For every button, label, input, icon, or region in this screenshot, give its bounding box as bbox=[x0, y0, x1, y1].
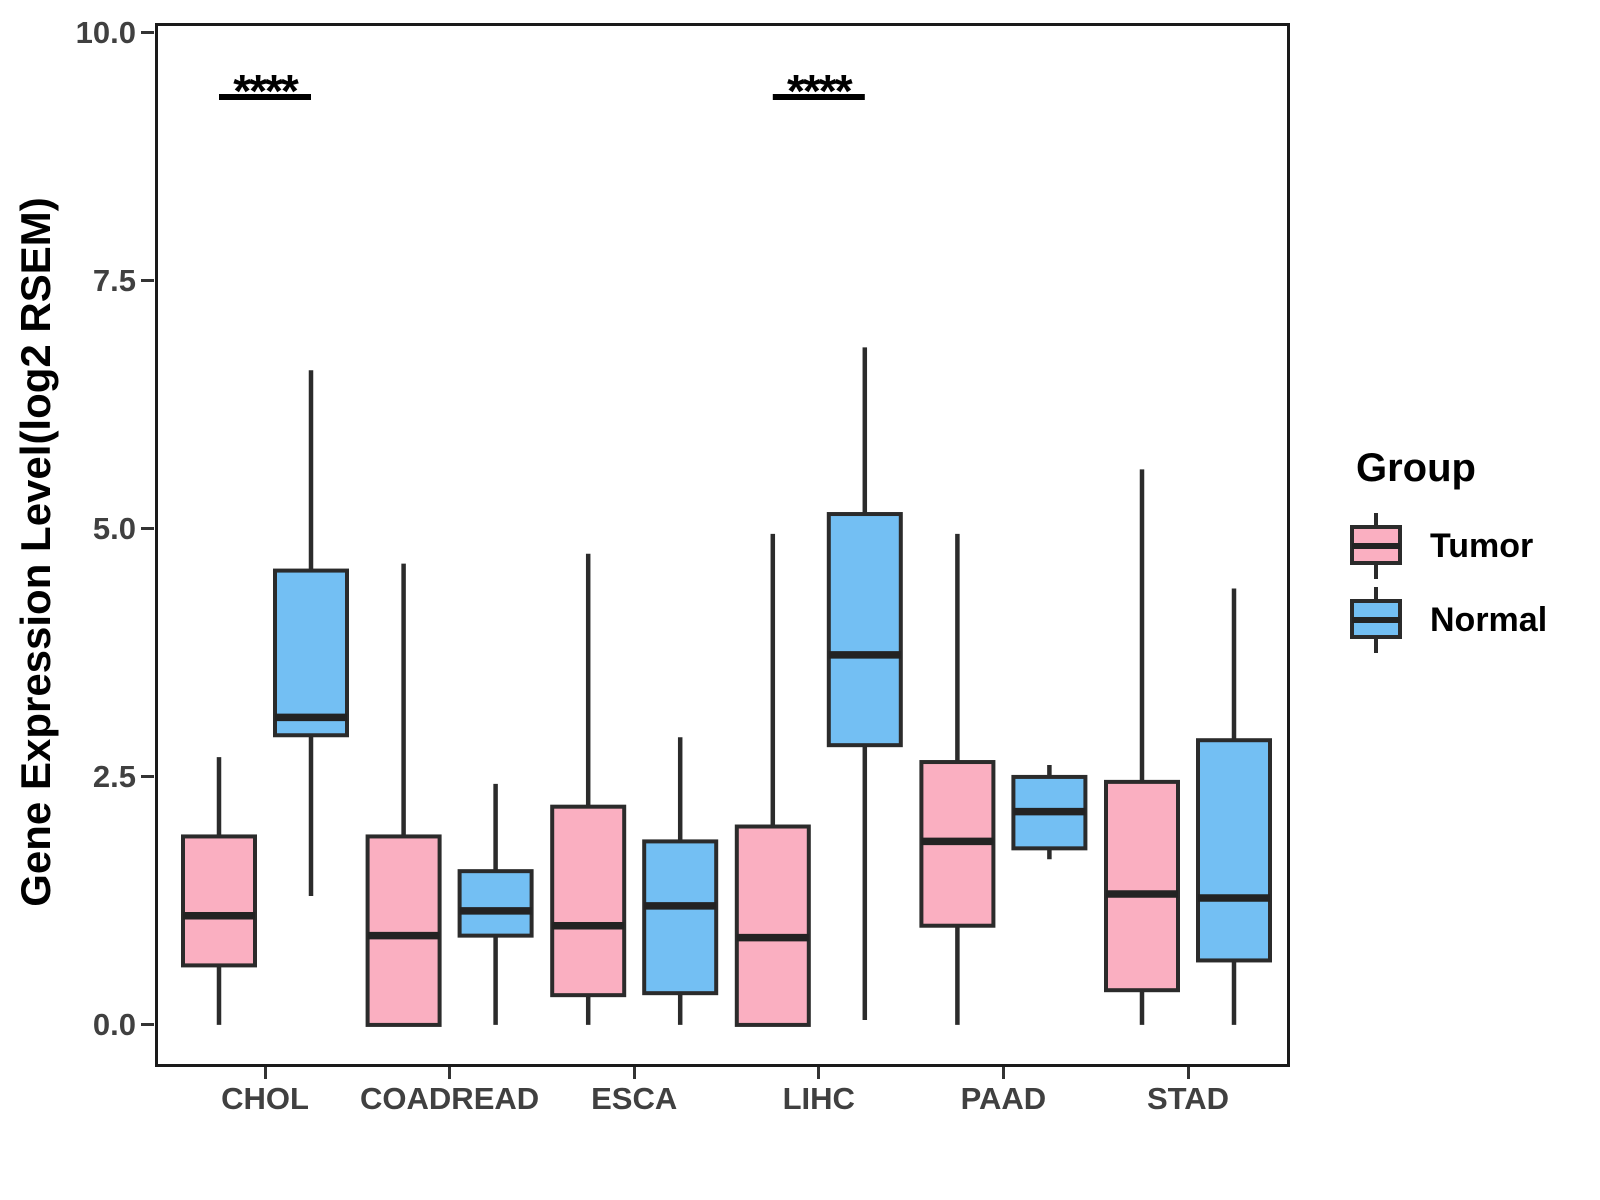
y-tick-label-10.0: 10.0 bbox=[75, 14, 136, 50]
legend-item-tumor: Tumor bbox=[1348, 513, 1547, 579]
y-tick-mark bbox=[141, 31, 154, 35]
legend-boxplot-glyph-tumor bbox=[1350, 513, 1402, 579]
x-tick-mark bbox=[448, 1067, 452, 1079]
legend-label-tumor: Tumor bbox=[1430, 526, 1534, 565]
x-tick-mark bbox=[263, 1067, 267, 1079]
significance-bar-LIHC bbox=[772, 94, 865, 100]
box-tumor-STAD bbox=[1104, 779, 1180, 993]
y-axis-title: Gene Expression Level(log2 RSEM) bbox=[12, 197, 59, 907]
y-tick-mark bbox=[141, 527, 154, 531]
plot-area: **** **** bbox=[155, 23, 1290, 1067]
y-tick-label-5.0: 5.0 bbox=[92, 510, 136, 546]
y-tick-label-0.0: 0.0 bbox=[92, 1006, 136, 1042]
legend-items: Tumor Normal bbox=[1348, 513, 1547, 653]
significance-stars-CHOL: **** bbox=[233, 65, 299, 117]
box-normal-COADREAD bbox=[457, 869, 534, 938]
legend-title: Group bbox=[1356, 446, 1476, 490]
x-tick-mark bbox=[632, 1067, 636, 1079]
box-normal-LIHC bbox=[826, 512, 903, 748]
legend-item-normal: Normal bbox=[1348, 587, 1547, 653]
y-tick-mark bbox=[141, 775, 154, 779]
significance-bar-CHOL bbox=[219, 94, 311, 100]
x-tick-label-STAD: STAD bbox=[1146, 1081, 1230, 1116]
y-tick-mark bbox=[141, 279, 154, 283]
x-tick-label-CHOL: CHOL bbox=[221, 1081, 309, 1116]
x-tick-label-PAAD: PAAD bbox=[960, 1081, 1047, 1116]
significance-stars-LIHC: **** bbox=[787, 65, 853, 117]
legend-label-normal: Normal bbox=[1430, 600, 1548, 639]
x-tick-mark bbox=[817, 1067, 821, 1079]
x-tick-label-ESCA: ESCA bbox=[591, 1081, 678, 1116]
box-normal-ESCA bbox=[642, 839, 719, 996]
y-tick-label-7.5: 7.5 bbox=[92, 262, 136, 298]
x-tick-label-COADREAD: COADREAD bbox=[360, 1081, 540, 1116]
box-tumor-CHOL bbox=[181, 834, 257, 968]
box-tumor-ESCA bbox=[550, 804, 627, 998]
x-tick-label-LIHC: LIHC bbox=[782, 1081, 855, 1116]
plot-panel: **** **** bbox=[155, 23, 1290, 1067]
y-tick-label-2.5: 2.5 bbox=[92, 758, 136, 794]
legend: Group Tumor Normal bbox=[1348, 446, 1547, 661]
legend-boxplot-glyph-normal bbox=[1350, 587, 1402, 653]
box-normal-CHOL bbox=[273, 568, 349, 738]
box-tumor-COADREAD bbox=[365, 834, 442, 1027]
x-tick-mark bbox=[1001, 1067, 1005, 1079]
panel-border bbox=[155, 23, 1290, 1067]
x-tick-mark bbox=[1186, 1067, 1190, 1079]
box-normal-STAD bbox=[1196, 738, 1272, 963]
box-tumor-LIHC bbox=[734, 824, 811, 1027]
y-tick-mark bbox=[141, 1023, 154, 1027]
